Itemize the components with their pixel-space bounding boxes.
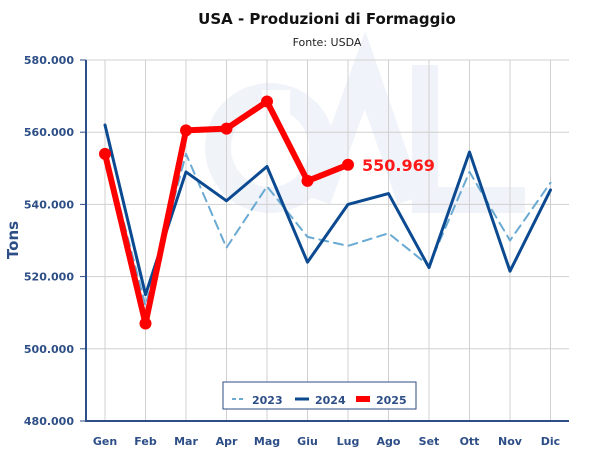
- axes: [80, 59, 569, 422]
- series-line-2024: [103, 123, 552, 297]
- x-tick-label: Nov: [498, 435, 523, 448]
- y-tick-label: 500.000: [24, 343, 74, 356]
- x-tick-label: Apr: [216, 435, 238, 448]
- series-point-2025: [180, 124, 192, 137]
- series-point-2025: [261, 95, 273, 108]
- series-point-2025: [99, 147, 111, 160]
- y-tick-labels: 480.000 500.000 520.000 540.000 560.000 580.0…: [24, 54, 74, 428]
- series-point-2025: [342, 158, 354, 171]
- legend-label-2025: 2025: [376, 394, 407, 407]
- y-axis-label: Tons: [4, 221, 22, 259]
- chart-subtitle: Fonte: USDA: [292, 36, 362, 49]
- legend-label-2024: 2024: [315, 394, 346, 407]
- chart-title: USA - Produzioni di Formaggio: [198, 10, 456, 28]
- x-tick-label: Dic: [541, 435, 560, 448]
- x-tick-label: Ott: [460, 435, 480, 448]
- x-tick-labels: Gen Feb Mar Apr Mag Giu Lug Ago Set Ott Nov Dic: [93, 435, 560, 448]
- series-lines: [99, 95, 552, 330]
- y-tick-label: 480.000: [24, 415, 74, 428]
- x-tick-label: Set: [419, 435, 440, 448]
- series-point-2025: [139, 317, 152, 330]
- y-tick-label: 540.000: [24, 198, 74, 211]
- x-tick-label: Giu: [297, 435, 318, 448]
- y-tick-label: 580.000: [24, 54, 74, 67]
- y-tick-label: 520.000: [24, 271, 74, 284]
- series-line-2023: [104, 149, 552, 307]
- x-tick-label: Lug: [337, 435, 360, 448]
- x-tick-label: Gen: [93, 435, 117, 448]
- x-tick-label: Feb: [134, 435, 157, 448]
- series-point-2025: [220, 122, 233, 135]
- legend-label-2023: 2023: [252, 394, 283, 407]
- y-tick-label: 560.000: [24, 126, 74, 139]
- x-tick-label: Mar: [174, 435, 198, 448]
- legend: 2023 2024 2025: [222, 381, 417, 410]
- legend-box: [222, 381, 417, 410]
- x-tick-label: Ago: [377, 435, 401, 448]
- last-value-annotation: 550.969: [362, 156, 435, 175]
- x-tick-label: Mag: [254, 435, 280, 448]
- series-point-2025: [301, 174, 314, 187]
